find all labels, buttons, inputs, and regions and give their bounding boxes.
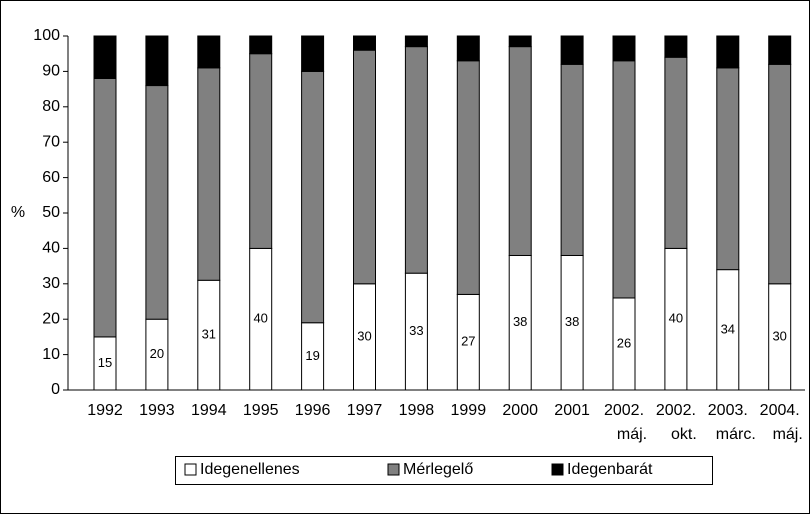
bar-segment [456,60,480,295]
data-label: 40 [253,311,267,326]
bar-segment [353,35,376,51]
bar-segment [612,35,636,62]
bar-segment [93,77,117,338]
y-tick-label: 0 [51,381,60,398]
legend-label: Mérlegelő [403,461,473,478]
bar-segment [301,70,325,324]
bar-segment [508,46,532,256]
x-tick-label: 2003. márc. [708,402,756,443]
bar-segment [249,35,273,55]
bar-segment [197,35,221,69]
data-label: 30 [772,328,786,343]
y-tick-label: 70 [42,133,60,150]
x-tick-label: 2000 [502,402,538,419]
y-axis-label: % [11,204,25,221]
bar-segment [508,35,532,48]
x-tick-label: 2004. máj. [760,402,803,443]
x-tick-label: 2002. máj. [604,402,647,443]
x-tick-label: 1998 [399,402,435,419]
y-tick-label: 90 [42,63,60,80]
data-label: 15 [98,355,112,370]
x-tick-label: 2002. okt. [656,402,697,443]
y-tick-label: 30 [42,275,60,292]
bar-segment [768,63,792,285]
data-label: 33 [409,323,423,338]
legend-label: Idegenbarát [567,461,653,478]
data-label: 40 [669,311,683,326]
bar-segment [404,35,428,48]
x-tick-label: 1993 [139,402,175,419]
bar-segment [301,35,325,72]
bar-segment [664,35,688,58]
data-label: 26 [617,335,631,350]
data-label: 27 [461,334,475,349]
x-tick-label: 1992 [87,402,123,419]
data-label: 19 [305,348,319,363]
bar-segment [145,85,169,320]
y-tick-label: 80 [42,98,60,115]
legend-swatch [551,463,564,476]
bar-segment [145,35,169,87]
bar-segment [768,35,792,65]
bar-segment [560,35,584,65]
y-tick-label: 10 [42,346,60,363]
bar-segment [716,67,740,271]
bar-segment [404,46,428,274]
bar-segment [249,53,273,249]
legend-swatch [184,463,197,476]
bar-segment [664,56,688,249]
data-label: 31 [202,327,216,342]
bar-segment [353,49,376,285]
legend-swatch [387,463,400,476]
y-tick-label: 60 [42,169,60,186]
y-tick-label: 40 [42,240,60,257]
data-label: 30 [357,328,371,343]
x-tick-label: 1996 [295,402,331,419]
y-tick-label: 20 [42,310,60,327]
x-tick-label: 1997 [347,402,383,419]
data-label: 38 [565,314,579,329]
data-label: 38 [513,314,527,329]
data-label: 34 [721,321,735,336]
bar-segment [197,67,221,281]
x-tick-label: 2001 [554,402,590,419]
data-label: 20 [150,346,164,361]
y-tick-label: 100 [33,27,60,44]
x-tick-label: 1994 [191,402,227,419]
bar-segment [716,35,740,69]
x-tick-label: 1999 [451,402,487,419]
bar-segment [456,35,480,62]
bar-segment [612,60,636,299]
x-tick-label: 1995 [243,402,279,419]
legend-box [175,456,713,485]
legend-label: Idegenellenes [200,461,300,478]
bar-segment [560,63,584,256]
y-tick-label: 50 [42,204,60,221]
bar-segment [93,35,117,79]
